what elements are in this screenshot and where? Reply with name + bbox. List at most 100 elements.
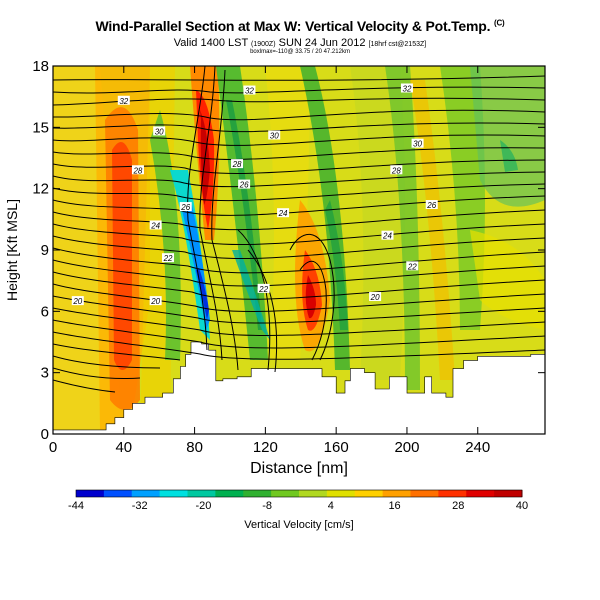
- contour-label-background: [149, 220, 162, 230]
- theta-contour: [53, 147, 545, 160]
- theta-contour: [247, 249, 278, 373]
- x-tick-label: 160: [324, 439, 349, 456]
- theta-contour: [53, 319, 545, 349]
- contour-label-background: [277, 208, 290, 218]
- contour-label-background: [243, 85, 256, 95]
- theta-contour: [299, 260, 327, 361]
- theta-contour: [53, 235, 545, 260]
- contour-label-background: [131, 165, 144, 175]
- contour-label-background: [381, 230, 394, 240]
- y-tick-label: 18: [32, 58, 49, 75]
- contour-label-background: [268, 130, 281, 140]
- y-tick-label: 15: [32, 119, 49, 136]
- theta-contour: [53, 223, 545, 246]
- theta-contour: [187, 66, 208, 351]
- valid-time: Valid 1400 LST: [173, 37, 248, 49]
- location-subtitle: boxlmax=-110@ 33.75 / 20 47.212km: [250, 49, 350, 55]
- colorbar-segment: [103, 490, 133, 497]
- y-tick-label: 0: [41, 426, 49, 443]
- x-tick-label: 120: [253, 439, 278, 456]
- theta-contour: [53, 183, 545, 202]
- x-axis-ticks: 0 40 80 120 160 200 240: [49, 66, 490, 456]
- theta-contour: [53, 195, 545, 216]
- colorbar-tick-label: 4: [328, 500, 334, 512]
- contour-label-background: [149, 296, 162, 306]
- contour-label-background: [71, 296, 84, 306]
- theta-contour: [53, 134, 545, 146]
- contour-label: 20: [370, 293, 380, 302]
- colorbar: [75, 489, 523, 498]
- y-tick-label: 12: [32, 181, 49, 198]
- contour-label: 20: [72, 297, 82, 306]
- theta-contour: [53, 171, 545, 188]
- contour-label-background: [238, 179, 251, 189]
- theta-contour: [53, 209, 545, 231]
- contour-label-background: [400, 83, 413, 93]
- theta-contour: [53, 97, 545, 106]
- contour-label: 26: [426, 201, 436, 210]
- colorbar-tick-label: 16: [388, 500, 400, 512]
- theta-contour: [53, 343, 181, 361]
- colorbar-ticks: -44 -32 -20 -8 4 16 28 40: [68, 500, 528, 512]
- theta-contour: [53, 307, 545, 336]
- y-axis-label: Height [Kft MSL]: [4, 199, 20, 301]
- contour-label: 32: [119, 97, 128, 106]
- colorbar-segment: [438, 490, 467, 497]
- colorbar-segment: [299, 490, 328, 497]
- contour-label: 32: [403, 84, 412, 93]
- contour-label: 20: [150, 297, 160, 306]
- contour-label-background: [406, 261, 419, 271]
- theta-contour: [53, 283, 545, 312]
- colorbar-tick-label: -8: [262, 500, 272, 512]
- y-axis-ticks: 0 3 6 9 12 15 18: [32, 58, 545, 443]
- chart-title-text: Wind-Parallel Section at Max W: Vertical…: [95, 18, 491, 34]
- colorbar-segment: [131, 490, 161, 497]
- theta-contour: [53, 122, 545, 133]
- contour-label-background: [153, 126, 166, 136]
- contour-label: 30: [413, 140, 422, 149]
- contour-label-background: [231, 159, 244, 169]
- theta-contour: [211, 69, 239, 371]
- colorbar-tick-label: -20: [195, 500, 211, 512]
- chart-title: Wind-Parallel Section at Max W: Vertical…: [0, 18, 600, 34]
- contour-label: 24: [382, 232, 392, 241]
- x-axis-label: Distance [nm]: [250, 460, 348, 477]
- contour-label-background: [425, 200, 438, 210]
- theta-contour: [53, 86, 545, 94]
- contour-label-background: [117, 95, 130, 105]
- theta-contour: [53, 367, 141, 379]
- contour-label: 28: [132, 166, 142, 175]
- colorbar-segment: [494, 490, 523, 497]
- contour-label: 22: [407, 262, 417, 271]
- colorbar-frame: [75, 489, 523, 498]
- valid-time-utc: (1900Z): [251, 41, 276, 48]
- contour-label: 28: [391, 166, 401, 175]
- forecast-info: [18hrf cst@2153Z]: [368, 41, 427, 48]
- theta-contour: [199, 66, 223, 361]
- theta-contour: [237, 229, 271, 371]
- theta-contour: [53, 159, 545, 174]
- y-tick-label: 6: [41, 303, 49, 320]
- vertical-velocity-field: [53, 66, 545, 434]
- colorbar-segment: [382, 490, 412, 497]
- contour-label-background: [390, 165, 403, 175]
- colorbar-segment: [187, 490, 216, 497]
- x-tick-label: 0: [49, 439, 57, 456]
- contour-label: 28: [232, 160, 242, 169]
- contour-label: 30: [270, 132, 279, 141]
- theta-contour: [53, 271, 545, 300]
- contour-label: 24: [150, 221, 160, 230]
- contour-label-background: [179, 202, 192, 212]
- contour-label: 22: [258, 285, 268, 294]
- theta-contour: [53, 247, 545, 274]
- contour-label-background: [162, 253, 175, 263]
- y-tick-label: 3: [41, 365, 49, 382]
- theta-contour: [53, 355, 161, 369]
- contour-label-background: [411, 138, 424, 148]
- theta-contour: [53, 109, 545, 121]
- contour-label: 26: [239, 181, 249, 190]
- theta-contour: [53, 379, 116, 393]
- colorbar-tick-label: -44: [68, 500, 84, 512]
- copyright-mark: (C): [494, 18, 505, 28]
